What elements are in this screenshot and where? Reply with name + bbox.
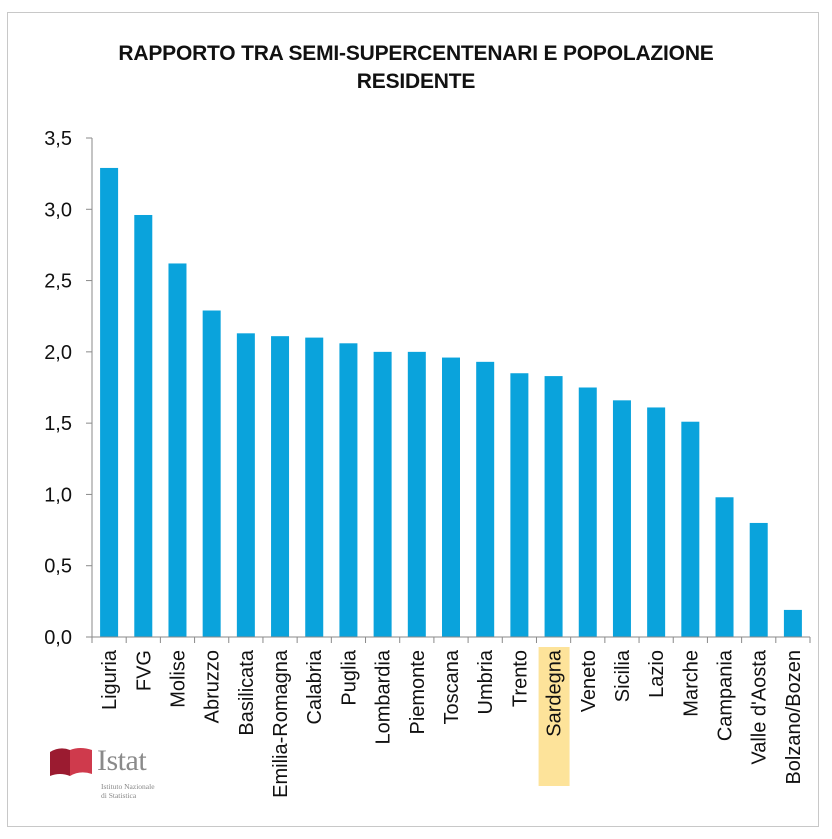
x-tick-label: Sicilia	[612, 649, 634, 702]
logo-wordmark: Istat	[97, 744, 147, 777]
x-tick-label: Molise	[167, 650, 189, 708]
bar	[168, 263, 187, 637]
bar	[339, 343, 358, 637]
bar	[647, 407, 666, 637]
bar	[134, 214, 153, 637]
bar	[305, 337, 324, 637]
y-tick-label: 0,0	[44, 627, 72, 649]
x-tick-label: Calabria	[304, 649, 326, 724]
x-tick-label: Lazio	[646, 650, 668, 698]
logo-subtitle-line2: di Statistica	[101, 791, 137, 800]
bar	[612, 400, 631, 637]
bar	[476, 361, 495, 637]
bar	[407, 351, 426, 637]
chart-title-line1: RAPPORTO TRA SEMI-SUPERCENTENARI E POPOL…	[118, 42, 714, 65]
x-tick-label: Emilia-Romagna	[270, 649, 292, 798]
x-tick-label: Umbria	[475, 649, 497, 714]
bar	[236, 333, 255, 637]
x-tick-label: Liguria	[99, 649, 121, 710]
bar	[749, 522, 768, 637]
y-tick-label: 3,5	[44, 128, 72, 150]
y-tick-label: 2,5	[44, 271, 72, 293]
bar	[510, 373, 529, 637]
x-tick-label: Puglia	[338, 649, 360, 705]
x-tick-label: Piemonte	[407, 650, 429, 735]
x-tick-label: Lombardia	[373, 649, 395, 744]
bar	[681, 421, 700, 637]
x-tick-label: Marche	[680, 650, 702, 717]
x-tick-label: Veneto	[578, 650, 600, 712]
y-tick-label: 2,0	[44, 342, 72, 364]
bar	[373, 351, 392, 637]
x-tick-label: Basilicata	[236, 649, 258, 735]
y-tick-label: 0,5	[44, 556, 72, 578]
bar	[442, 357, 460, 637]
istat-logo-icon	[50, 748, 92, 776]
bar	[783, 609, 802, 637]
bar	[715, 497, 734, 637]
bar	[271, 336, 290, 637]
bar	[202, 310, 221, 637]
bar	[544, 376, 563, 637]
x-tick-label: Bolzano/Bozen	[783, 650, 805, 785]
y-tick-label: 3,0	[44, 199, 72, 221]
bar	[100, 167, 119, 637]
highlight-box	[538, 647, 570, 786]
x-tick-label: Trento	[509, 650, 531, 707]
y-tick-label: 1,5	[44, 413, 72, 435]
x-tick-label: Campania	[715, 649, 737, 741]
bar	[578, 387, 597, 637]
chart-title-line2: RESIDENTE	[356, 70, 476, 93]
x-tick-label: Abruzzo	[202, 650, 224, 723]
x-tick-label: FVG	[133, 650, 155, 691]
x-tick-label: Sardegna	[544, 649, 566, 737]
y-tick-label: 1,0	[44, 484, 72, 506]
x-tick-label: Valle d'Aosta	[749, 649, 771, 765]
logo-subtitle-line1: Istituto Nazionale	[101, 782, 155, 791]
x-tick-label: Toscana	[441, 649, 463, 724]
